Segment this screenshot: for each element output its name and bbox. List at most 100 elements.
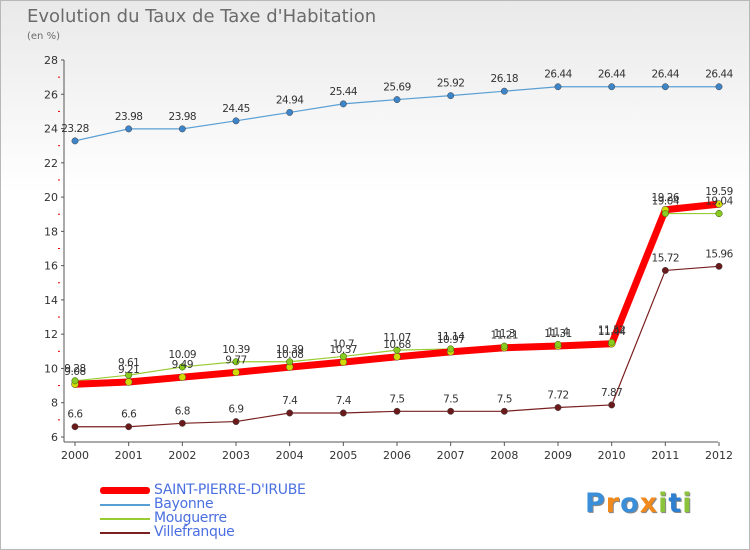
- data-label: 11.44: [598, 326, 626, 338]
- data-label: 11.14: [437, 331, 465, 343]
- data-label: 25.69: [383, 82, 411, 94]
- y-tick-label: 20: [44, 191, 58, 204]
- data-point: [554, 341, 562, 348]
- data-point: [500, 407, 508, 415]
- legend-label: Villefranque: [154, 524, 235, 540]
- data-point: [178, 125, 186, 133]
- legend-swatch: [100, 532, 150, 534]
- y-tick-label: 18: [44, 225, 58, 238]
- data-label: 25.92: [437, 78, 465, 90]
- data-point: [661, 83, 669, 91]
- data-label: 9.77: [225, 354, 246, 366]
- x-tick-label: 2004: [276, 449, 304, 462]
- data-point: [286, 409, 294, 417]
- data-point: [393, 346, 401, 354]
- data-point: [715, 262, 723, 270]
- data-point: [500, 87, 508, 95]
- x-tick-label: 2000: [61, 449, 89, 462]
- data-point: [554, 83, 562, 91]
- data-point: [124, 378, 133, 386]
- data-label: 23.28: [61, 123, 89, 135]
- data-label: 7.87: [601, 387, 622, 399]
- data-label: 11.3: [494, 328, 515, 340]
- data-point: [232, 368, 240, 377]
- x-tick-label: 2009: [544, 449, 572, 462]
- data-point: [500, 342, 508, 350]
- data-point: [71, 137, 79, 145]
- data-point: [447, 92, 455, 100]
- x-tick-label: 2002: [168, 449, 196, 462]
- data-label: 10.39: [222, 344, 250, 356]
- data-label: 11.52: [598, 324, 626, 336]
- data-label: 9.08: [64, 366, 85, 378]
- x-tick-label: 2011: [651, 449, 679, 462]
- data-point: [447, 345, 455, 353]
- data-label: 10.39: [276, 344, 304, 356]
- data-point: [608, 401, 616, 409]
- legend-swatch: [100, 518, 150, 520]
- y-tick-label: 26: [44, 88, 58, 101]
- data-label: 25.44: [330, 86, 358, 98]
- data-point: [608, 83, 616, 91]
- data-label: 11.31: [544, 328, 572, 340]
- proxiti-logo: Proxiti: [585, 488, 693, 519]
- data-label: 6.9: [228, 404, 243, 416]
- chart-title: Evolution du Taux de Taxe d'Habitation: [27, 6, 377, 27]
- data-label: 19.59: [705, 186, 733, 198]
- legend-label: SAINT-PIERRE-D'IRUBE: [154, 482, 306, 498]
- data-label: 9.21: [118, 364, 139, 376]
- data-label: 10.08: [276, 349, 304, 361]
- x-tick-label: 2001: [115, 449, 143, 462]
- data-point: [661, 266, 669, 274]
- data-label: 10.09: [169, 349, 197, 361]
- data-label: 24.94: [276, 94, 304, 106]
- data-label: 9.49: [172, 359, 193, 371]
- data-label: 19.26: [652, 192, 680, 204]
- data-label: 24.45: [222, 103, 250, 115]
- data-label: 26.44: [544, 69, 572, 81]
- data-label: 26.44: [598, 69, 626, 81]
- data-point: [71, 423, 79, 431]
- y-tick-label: 12: [44, 328, 58, 341]
- data-label: 10.7: [333, 338, 354, 350]
- data-point: [715, 83, 723, 91]
- data-point: [286, 358, 294, 366]
- data-point: [608, 338, 616, 346]
- x-tick-label: 2005: [329, 449, 357, 462]
- data-point: [232, 418, 240, 426]
- x-tick-label: 2003: [222, 449, 250, 462]
- data-label: 23.98: [169, 111, 197, 123]
- legend-label: Bayonne: [154, 496, 214, 512]
- data-point: [339, 100, 347, 108]
- data-label: 19.04: [705, 196, 733, 208]
- data-point: [125, 371, 133, 379]
- data-label: 10.37: [330, 344, 358, 356]
- data-point: [232, 117, 240, 125]
- data-point: [661, 210, 669, 217]
- data-label: 7.5: [443, 393, 458, 405]
- data-point: [554, 404, 562, 411]
- data-label: 7.5: [389, 393, 404, 405]
- data-label: 7.5: [497, 393, 512, 405]
- data-label: 6.6: [121, 409, 137, 421]
- x-tick-label: 2012: [705, 449, 733, 462]
- x-tick-label: 2007: [437, 449, 465, 462]
- data-label: 11.07: [383, 332, 411, 344]
- data-point: [393, 96, 401, 104]
- legend-label: Mouguerre: [154, 510, 227, 526]
- data-label: 15.72: [652, 252, 680, 264]
- data-label: 10.97: [437, 334, 465, 346]
- data-point: [232, 358, 240, 366]
- y-tick-label: 10: [44, 362, 58, 375]
- y-tick-label: 22: [44, 157, 58, 170]
- data-label: 9.61: [118, 357, 139, 369]
- data-label: 11.21: [491, 330, 519, 342]
- x-tick-label: 2008: [490, 449, 518, 462]
- data-label: 6.8: [175, 405, 190, 417]
- data-point: [393, 353, 401, 361]
- x-tick-label: 2006: [383, 449, 411, 462]
- data-point: [393, 407, 401, 415]
- data-label: 15.96: [705, 248, 733, 260]
- data-label: 23.98: [115, 111, 143, 123]
